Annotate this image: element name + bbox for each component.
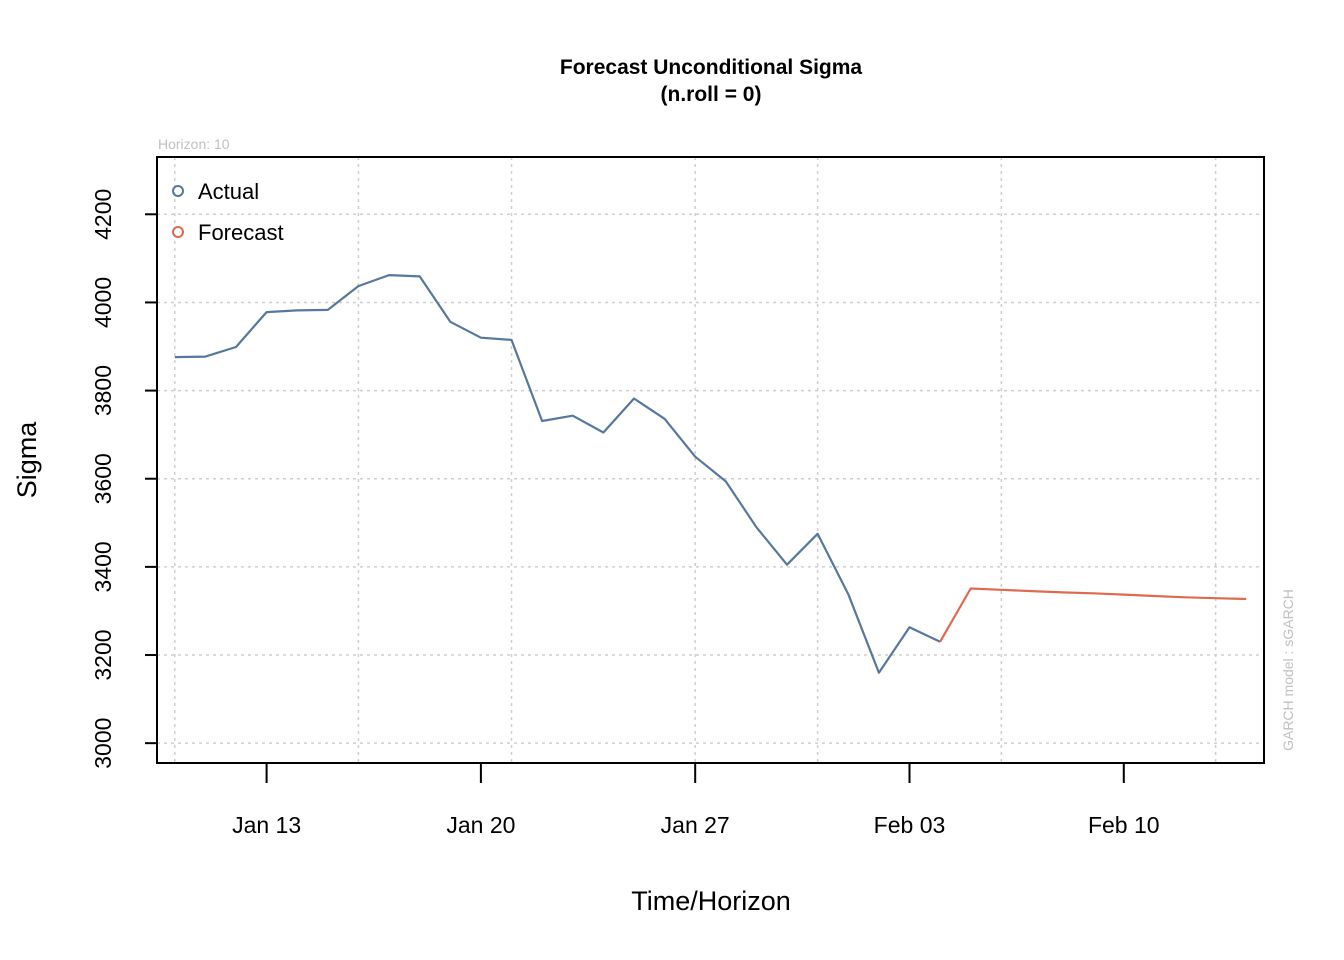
x-axis-label: Time/Horizon	[631, 886, 791, 916]
x-axis: Jan 13 Jan 20 Jan 27 Feb 03 Feb 10	[232, 763, 1160, 838]
plot-frame	[156, 156, 1265, 764]
horizon-note: Horizon: 10	[158, 136, 230, 152]
y-axis: 3000 3200 3400 3600 3800 4000 4200	[90, 189, 157, 769]
y-tick-label: 4200	[90, 189, 116, 240]
y-tick-label: 3400	[90, 541, 116, 592]
grid	[157, 157, 1264, 763]
legend: Actual Forecast	[172, 179, 284, 245]
model-note: GARCH model : sGARCH	[1280, 589, 1296, 751]
x-tick-label: Feb 03	[874, 812, 946, 838]
y-tick-label: 3800	[90, 365, 116, 416]
y-tick-label: 3200	[90, 629, 116, 680]
series-line-forecast	[939, 587, 1247, 643]
x-tick-label: Jan 13	[232, 812, 301, 838]
x-tick-label: Jan 20	[446, 812, 515, 838]
y-tick-label: 3000	[90, 718, 116, 769]
legend-label-actual: Actual	[198, 179, 259, 204]
y-axis-label: Sigma	[12, 421, 42, 499]
legend-marker-forecast	[172, 226, 184, 238]
y-tick-label: 4000	[90, 277, 116, 328]
series-line-actual	[174, 274, 941, 674]
chart-title: Forecast Unconditional Sigma	[560, 56, 863, 79]
chart-subtitle: (n.roll = 0)	[661, 83, 762, 106]
series-layer	[174, 274, 1247, 674]
x-tick-label: Jan 27	[661, 812, 730, 838]
y-tick-label: 3600	[90, 453, 116, 504]
x-tick-label: Feb 10	[1088, 812, 1160, 838]
legend-marker-actual	[172, 185, 184, 197]
legend-label-forecast: Forecast	[198, 220, 284, 245]
